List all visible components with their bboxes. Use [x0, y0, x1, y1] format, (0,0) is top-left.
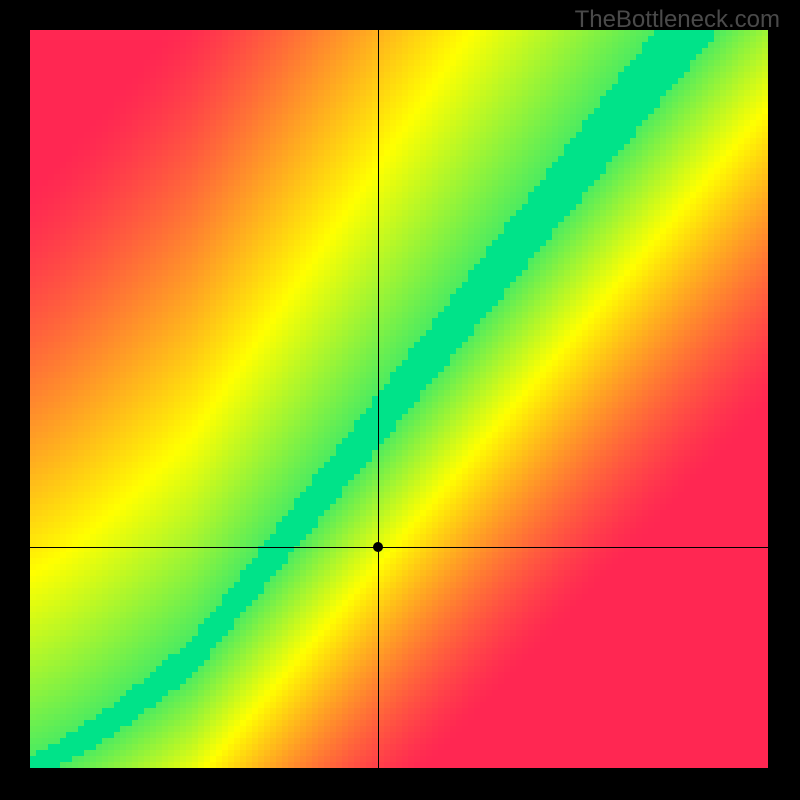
chart-container: TheBottleneck.com [0, 0, 800, 800]
bottleneck-heatmap [30, 30, 768, 768]
